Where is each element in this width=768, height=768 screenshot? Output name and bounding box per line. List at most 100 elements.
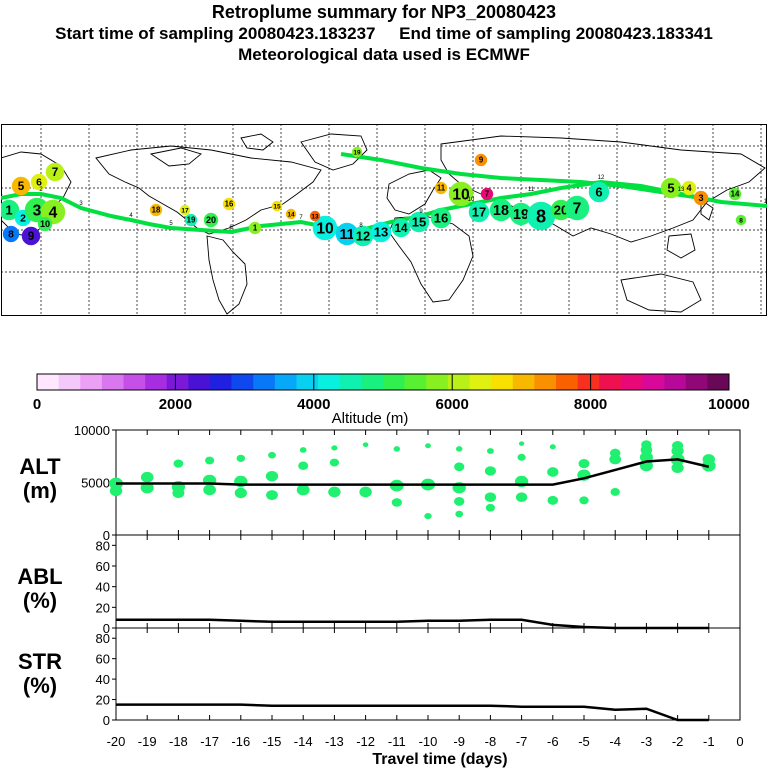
cluster-label: 17 (472, 205, 486, 220)
cluster-label: 3 (698, 193, 703, 203)
abl-y-tick-label: 40 (96, 580, 110, 595)
cluster-label: 19 (187, 216, 196, 225)
x-tick-label: 0 (736, 734, 743, 749)
colorbar-swatch (166, 374, 189, 390)
x-tick-label: -15 (263, 734, 282, 749)
alt-cluster-dot (549, 444, 556, 450)
cluster-label: 18 (493, 203, 509, 219)
cluster-bubble (309, 210, 321, 222)
trajectory-day-label: 1 (1, 191, 3, 197)
alt-cluster-dot (671, 445, 684, 457)
chart-title: Retroplume summary for NP3_20080423 (211, 2, 557, 22)
cluster-bubble (179, 204, 191, 216)
alt-cluster-dot (484, 492, 497, 503)
cluster-bubble (11, 176, 31, 196)
cluster-label: 20 (554, 203, 568, 218)
alt-cluster-dot (579, 496, 589, 505)
cluster-bubble (480, 187, 494, 201)
cluster-bubble (222, 197, 236, 211)
cluster-label: 16 (225, 200, 234, 209)
cluster-label: 9 (28, 230, 35, 243)
x-tick-label: -18 (169, 734, 188, 749)
colorbar-tick-label: 6000 (436, 396, 469, 413)
colorbar-swatch (253, 374, 276, 390)
cluster-bubble (735, 214, 747, 226)
abl-y-tick-label: 80 (96, 538, 110, 553)
alt-cluster-dot (203, 484, 216, 496)
colorbar-tick-label: 8000 (574, 396, 607, 413)
x-tick-label: -14 (294, 734, 313, 749)
coastline-1 (95, 145, 322, 235)
alt-cluster-dot (173, 459, 184, 468)
alt-cluster-dot (205, 456, 215, 465)
alt-cluster-dot (298, 461, 309, 470)
cluster-bubble (564, 195, 590, 221)
abl-panel-label: ABL (%) (17, 564, 63, 613)
colorbar-swatch (101, 374, 124, 390)
colorbar-swatch (37, 374, 59, 390)
alt-cluster-dot (455, 446, 463, 452)
alt-cluster-dot (547, 495, 559, 505)
coastline-5 (206, 235, 248, 315)
str-panel-label: STR (%) (18, 649, 62, 698)
cluster-bubble (408, 211, 430, 233)
abl-y-tick-label: 20 (96, 600, 110, 615)
x-tick-label: -19 (138, 734, 157, 749)
cluster-label: 7 (573, 200, 582, 217)
cluster-label: 11 (339, 227, 354, 243)
cluster-label: 20 (206, 215, 216, 225)
colorbar-tick-label: 2000 (159, 396, 192, 413)
cluster-label: 10 (316, 220, 334, 237)
alt-cluster-dot (547, 467, 559, 477)
alt-cluster-dot (455, 510, 464, 518)
cluster-label: 17 (181, 207, 189, 214)
colorbar-swatch (599, 374, 622, 390)
trajectory-day-label: 14 (764, 199, 767, 205)
alt-panel-label: ALT (m) (19, 454, 61, 503)
colorbar-title: Altitude (m) (332, 410, 409, 427)
alt-cluster-dot (265, 471, 279, 482)
abl-y-tick-label: 60 (96, 559, 110, 574)
x-tick-label: -9 (453, 734, 465, 749)
trajectory-day-label: 4 (129, 213, 133, 219)
colorbar-swatch (231, 374, 254, 390)
cluster-label: 1 (253, 224, 258, 233)
cluster-bubble (351, 146, 363, 158)
x-tick-label: -6 (547, 734, 559, 749)
alt-cluster-dot (140, 471, 154, 483)
trajectory-day-label: 5 (169, 221, 173, 227)
sampling-times: Start time of sampling 20080423.183237 E… (55, 24, 713, 43)
trajectory-day-label: 7 (299, 215, 303, 221)
x-tick-label: -5 (578, 734, 590, 749)
cluster-bubble (474, 153, 488, 167)
cluster-bubble (693, 190, 709, 206)
coastline-11 (700, 199, 714, 221)
cluster-label: 16 (434, 211, 448, 226)
trajectory-day-label: 10 (468, 197, 475, 203)
alt-cluster-dot (484, 466, 496, 476)
alt-cluster-dot (331, 445, 338, 451)
title-block: Retroplume summary for NP3_20080423 Star… (0, 2, 768, 65)
alt-cluster-dot (454, 462, 465, 472)
cluster-label: 19 (353, 149, 361, 156)
alt-cluster-dot (393, 446, 401, 452)
colorbar-swatch (426, 374, 449, 390)
colorbar-tick-label: 0 (33, 396, 41, 413)
cluster-bubble (248, 221, 262, 235)
cluster-label: 4 (49, 204, 58, 221)
alt-cluster-dot (140, 482, 154, 494)
abl-panel-frame (115, 534, 741, 629)
abl-line (116, 618, 709, 630)
colorbar-swatch (145, 374, 168, 390)
alt-cluster-dot (268, 451, 276, 459)
colorbar-swatch (642, 374, 665, 390)
alt-cluster-dot (453, 496, 465, 506)
str-line (116, 703, 709, 722)
alt-cluster-dot (609, 454, 622, 465)
str-y-tick-label: 0 (103, 713, 110, 728)
cluster-bubble (370, 221, 392, 243)
coastline-10 (620, 273, 702, 313)
colorbar-tick-label: 10000 (708, 396, 750, 413)
coastline-9 (666, 233, 696, 259)
